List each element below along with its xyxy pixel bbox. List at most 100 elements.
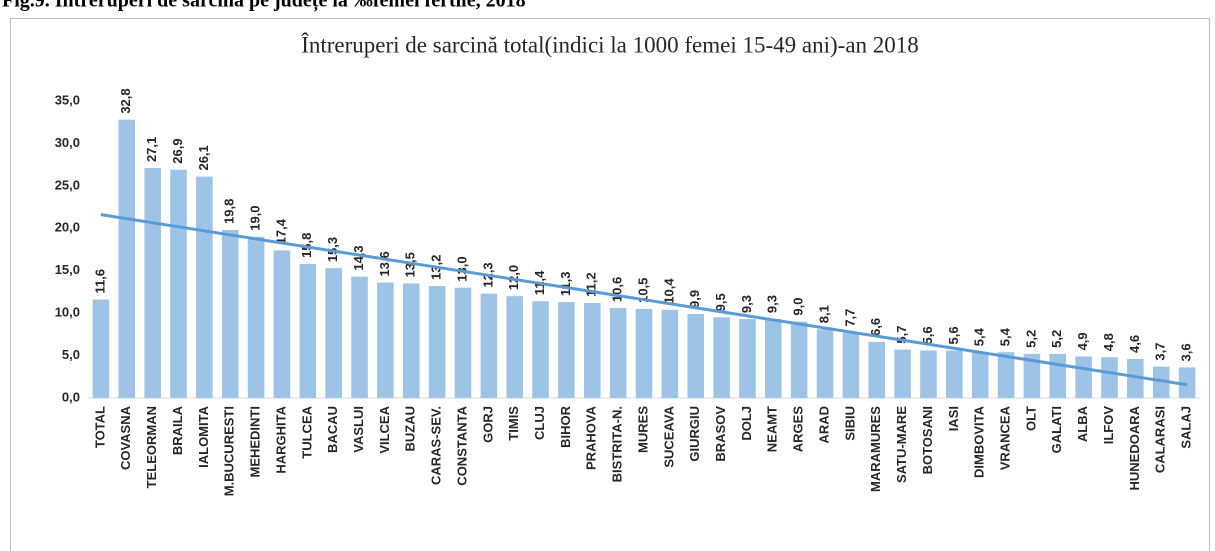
data-label: 27,1 <box>144 137 159 162</box>
data-label: 5,4 <box>997 327 1012 346</box>
bar <box>920 350 937 398</box>
x-tick-label: BISTRITA-N. <box>610 406 625 482</box>
x-tick-label: MARAMURES <box>868 406 883 492</box>
x-tick-label: BRASOV <box>713 406 728 462</box>
data-label: 13,5 <box>403 252 418 277</box>
data-label: 5,2 <box>1023 330 1038 348</box>
x-tick-label: NEAMT <box>765 406 780 452</box>
bar <box>635 308 653 398</box>
x-tick-label: CLUJ <box>532 406 547 440</box>
x-tick-label: ARGES <box>791 406 806 453</box>
bar <box>790 321 808 398</box>
data-label: 4,6 <box>1127 335 1142 353</box>
data-label: 10,4 <box>661 278 676 304</box>
x-tick-label: OLT <box>1023 406 1038 431</box>
data-label: 26,9 <box>170 138 185 163</box>
x-tick-label: DIMBOVITA <box>972 405 987 478</box>
data-label: 17,4 <box>273 218 288 244</box>
bar <box>558 302 575 398</box>
bar <box>1178 367 1196 398</box>
x-tick-label: MURES <box>635 406 650 453</box>
data-label: 4,9 <box>1075 332 1090 350</box>
x-tick-label: VASLUI <box>351 406 366 453</box>
data-label: 26,1 <box>196 145 211 170</box>
data-label: 14,3 <box>351 245 366 270</box>
data-label: 19,8 <box>222 199 237 224</box>
data-label: 13,0 <box>454 256 469 281</box>
bar <box>765 319 782 398</box>
x-tick-label: DOLJ <box>739 406 754 441</box>
bar <box>506 296 523 398</box>
data-label: 11,6 <box>92 269 107 294</box>
bar <box>351 276 368 398</box>
bar <box>1127 358 1144 398</box>
bar <box>816 329 834 398</box>
bar <box>299 263 317 398</box>
x-tick-label: BACAU <box>325 406 340 453</box>
bar <box>739 319 756 398</box>
bar <box>868 341 886 398</box>
bar <box>325 268 342 398</box>
bar <box>196 176 213 398</box>
x-tick-label: MEHEDINTI <box>248 406 263 478</box>
x-tick-label: CALARASI <box>1153 406 1168 473</box>
x-tick-label: BIHOR <box>558 405 573 448</box>
x-tick-label: SUCEAVA <box>661 405 676 467</box>
x-tick-label: SIBIU <box>842 406 857 441</box>
bar <box>842 332 860 398</box>
bar <box>144 168 161 398</box>
data-label: 8,1 <box>816 305 831 323</box>
x-tick-label: BRAILA <box>170 405 185 455</box>
x-tick-label: VRANCEA <box>997 405 1012 470</box>
data-label: 15,8 <box>299 233 314 258</box>
bar <box>428 285 446 398</box>
bar <box>273 250 291 398</box>
y-tick-label: 30,0 <box>55 135 80 150</box>
bar <box>480 293 498 398</box>
x-tick-label: HARGHITA <box>273 405 288 473</box>
x-tick-label: HUNEDOARA <box>1127 405 1142 490</box>
data-label: 13,6 <box>377 251 392 276</box>
x-tick-label: BOTOSANI <box>920 406 935 474</box>
bar <box>609 308 627 398</box>
trendline <box>100 213 1188 387</box>
figure-heading: Fig.9. Întreruperi de sarcină pe județe … <box>2 0 526 13</box>
data-label: 9,9 <box>687 290 702 308</box>
data-label: 9,3 <box>765 295 780 313</box>
bar <box>894 349 911 398</box>
y-tick-label: 10,0 <box>55 305 80 320</box>
y-tick-label: 35,0 <box>55 92 80 107</box>
data-label: 4,8 <box>1101 333 1116 351</box>
x-tick-label: ARAD <box>816 406 831 444</box>
data-label: 12,0 <box>506 265 521 290</box>
bar <box>1075 356 1092 398</box>
y-tick-label: 15,0 <box>55 262 80 277</box>
data-label: 7,7 <box>842 309 857 327</box>
x-tick-label: GORJ <box>480 406 495 443</box>
x-tick-label: IASI <box>946 406 961 431</box>
x-tick-label: IALOMITA <box>196 405 211 467</box>
bar <box>170 169 187 398</box>
y-tick-label: 20,0 <box>55 220 80 235</box>
x-tick-label: ILFOV <box>1101 406 1116 445</box>
x-tick-label: ALBA <box>1075 405 1090 442</box>
x-tick-label: CONSTANTA <box>454 405 469 485</box>
data-label: 3,7 <box>1153 343 1168 361</box>
chart-title: Întreruperi de sarcină total(indici la 1… <box>301 32 919 57</box>
bar <box>713 317 730 398</box>
bar <box>1049 353 1067 398</box>
bar <box>402 283 420 398</box>
x-tick-label: GALATI <box>1049 406 1064 453</box>
data-label: 19,0 <box>248 205 263 230</box>
bar <box>1101 357 1118 398</box>
x-tick-label: TULCEA <box>299 405 314 458</box>
x-tick-label: COVASNA <box>118 405 133 470</box>
bar <box>221 229 239 398</box>
x-tick-label: TELEORMAN <box>144 406 159 488</box>
bar <box>997 352 1015 398</box>
bar <box>1152 366 1170 398</box>
data-label: 9,0 <box>791 298 806 316</box>
bar <box>118 119 136 398</box>
